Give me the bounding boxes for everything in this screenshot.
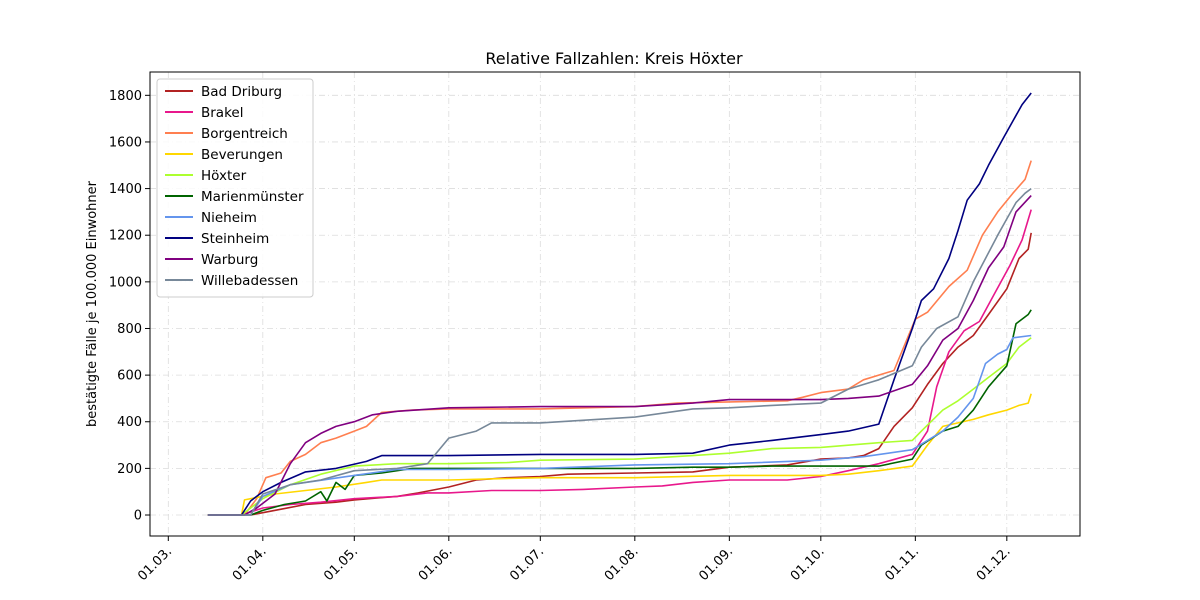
y-axis-label: bestätigte Fälle je 100.000 Einwohner <box>85 180 100 427</box>
series-line <box>207 337 1032 516</box>
y-tick-label: 0 <box>134 509 142 524</box>
legend-entry: Marienmünster <box>201 189 304 205</box>
chart-title: Relative Fallzahlen: Kreis Höxter <box>485 49 743 68</box>
series-line <box>207 393 1032 516</box>
series-line <box>207 187 1032 516</box>
series-line <box>207 160 1032 516</box>
series-line <box>207 309 1032 516</box>
legend-entry: Borgentreich <box>201 126 288 142</box>
series-line <box>207 195 1032 516</box>
y-axis-ticks: 0 200 400 600 800 1000 1200 1400 1600 1800 <box>109 89 150 524</box>
y-tick-label: 1600 <box>109 135 142 150</box>
legend-entry: Bad Driburg <box>201 84 282 100</box>
y-tick-label: 1200 <box>109 229 142 244</box>
legend-entry: Willebadessen <box>201 273 298 289</box>
legend-entry: Steinheim <box>201 231 269 247</box>
y-tick-label: 400 <box>117 415 142 430</box>
series-line <box>207 92 1032 516</box>
legend-entry: Nieheim <box>201 210 257 226</box>
y-tick-label: 1400 <box>109 182 142 197</box>
legend-entry: Höxter <box>201 168 247 184</box>
legend-entry: Warburg <box>201 252 258 268</box>
legend-entry: Brakel <box>201 105 243 121</box>
legend-box <box>156 78 314 298</box>
y-tick-label: 1000 <box>109 275 142 290</box>
y-tick-label: 1800 <box>109 89 142 104</box>
y-tick-label: 800 <box>117 322 142 337</box>
y-tick-label: 600 <box>117 369 142 384</box>
series-line <box>207 209 1032 516</box>
series-lines <box>207 92 1032 516</box>
plot-frame <box>149 71 1081 537</box>
y-tick-label: 200 <box>117 462 142 477</box>
legend-entry: Beverungen <box>201 147 283 163</box>
legend: Bad Driburg Brakel Borgentreich Beverungen H… <box>156 78 314 298</box>
